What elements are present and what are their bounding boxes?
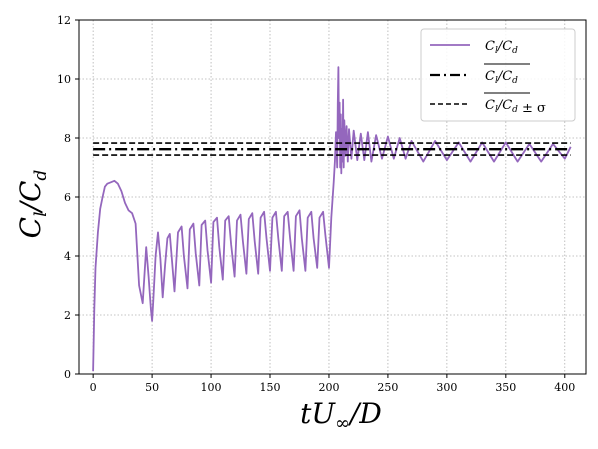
y-tick-label: 10 (57, 73, 71, 86)
y-tick-label: 8 (64, 132, 71, 145)
x-tick-label: 300 (436, 381, 457, 394)
y-ticks: 0 2 4 6 8 10 12 (57, 14, 79, 381)
legend: Cl/Cd Cl/Cd Cl/Cd ± σ (420, 28, 576, 122)
x-tick-label: 150 (260, 381, 281, 394)
series-line-cl-cd (92, 66, 572, 372)
plot-area (92, 66, 572, 372)
y-tick-label: 12 (57, 14, 71, 27)
y-tick-label: 4 (64, 250, 71, 263)
legend-label-band: Cl/Cd ± σ (485, 98, 546, 116)
legend-box (420, 28, 576, 122)
y-tick-label: 6 (64, 191, 71, 204)
x-ticks: 0 50 100 150 200 250 300 350 400 (90, 374, 575, 394)
x-tick-label: 350 (495, 381, 516, 394)
x-tick-label: 250 (377, 381, 398, 394)
x-tick-label: 100 (201, 381, 222, 394)
x-tick-label: 50 (145, 381, 159, 394)
x-tick-label: 400 (554, 381, 575, 394)
x-tick-label: 200 (318, 381, 339, 394)
y-tick-label: 2 (64, 309, 71, 322)
legend-label-mean: Cl/Cd (485, 69, 518, 86)
x-axis-label: tU∞/D (300, 397, 382, 434)
legend-label-series: Cl/Cd (485, 39, 518, 56)
x-tick-label: 0 (90, 381, 97, 394)
y-tick-label: 0 (64, 368, 71, 381)
plot-frame (78, 19, 587, 375)
y-axis-label: Cl/Cd (14, 170, 51, 239)
